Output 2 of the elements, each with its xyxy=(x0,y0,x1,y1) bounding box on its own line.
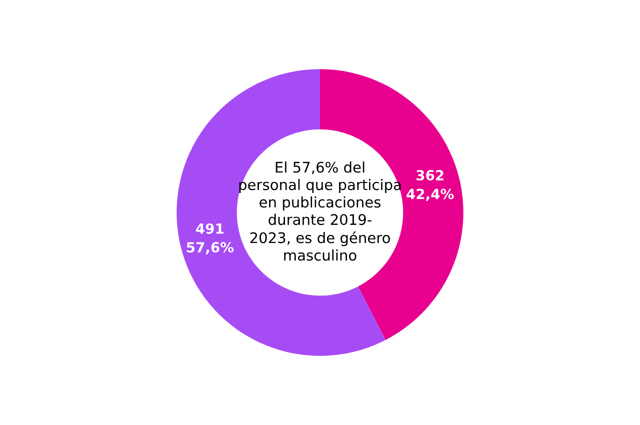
data-label: 362 42,4% xyxy=(406,170,454,202)
data-label: 491 57,6% xyxy=(186,223,234,254)
